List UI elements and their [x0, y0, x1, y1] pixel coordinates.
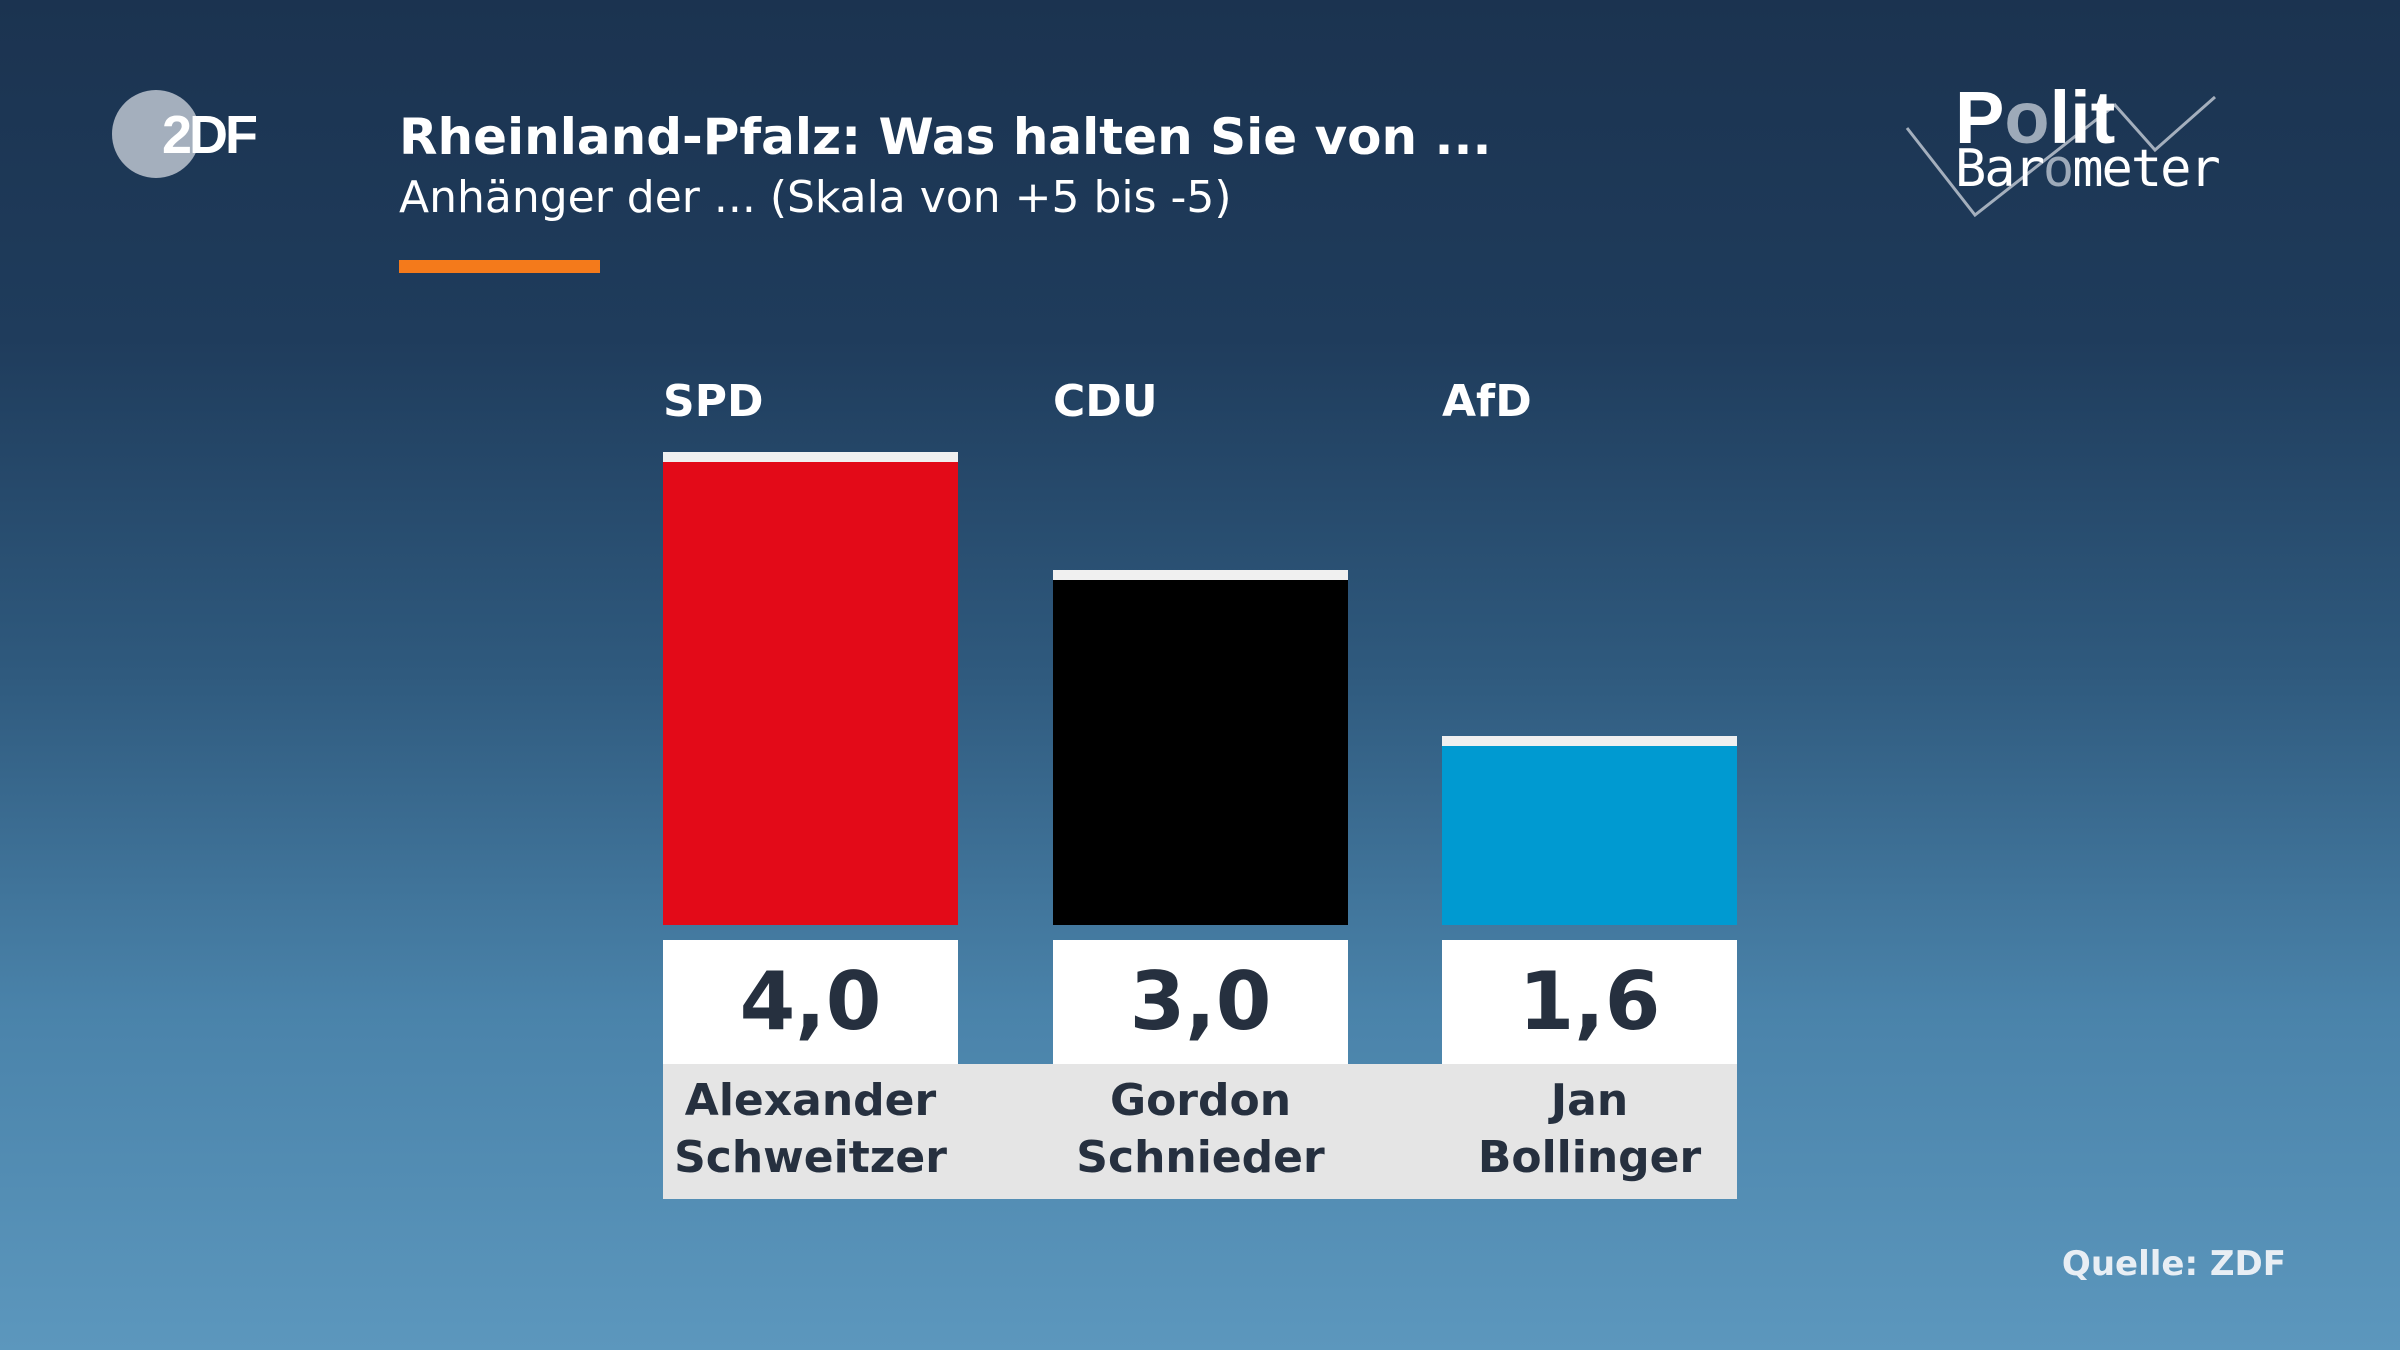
- candidate-name-line: Gordon: [1109, 1075, 1292, 1126]
- value-label: 1,6: [1442, 940, 1737, 1064]
- candidate-name-line: Schnieder: [1076, 1132, 1325, 1183]
- candidate-name: Gordon Schnieder: [1033, 1072, 1368, 1186]
- chart-title: Rheinland-Pfalz: Was halten Sie von ...: [399, 108, 1492, 166]
- value-label: 3,0: [1053, 940, 1348, 1064]
- bar-afd: [1442, 735, 1737, 925]
- source-note: Quelle: ZDF: [2061, 1244, 2286, 1284]
- zdf-logo: 2DF: [112, 90, 272, 182]
- candidate-name-line: Bollinger: [1477, 1132, 1702, 1183]
- politbarometer-logo: Polit Barometer: [1905, 75, 2235, 225]
- party-label: CDU: [1053, 376, 1158, 427]
- party-label: SPD: [663, 376, 764, 427]
- candidate-name: Jan Bollinger: [1422, 1072, 1757, 1186]
- candidate-name-line: Alexander: [684, 1075, 937, 1126]
- candidate-name-line: Schweitzer: [674, 1132, 947, 1183]
- candidate-name: Alexander Schweitzer: [643, 1072, 978, 1186]
- candidate-name-line: Jan: [1550, 1075, 1629, 1126]
- value-label: 4,0: [663, 940, 958, 1064]
- bar-spd: [663, 452, 958, 925]
- chart-subtitle: Anhänger der ... (Skala von +5 bis -5): [399, 172, 1232, 223]
- bar-cdu: [1053, 570, 1348, 925]
- party-label: AfD: [1442, 376, 1532, 427]
- accent-bar: [399, 260, 600, 273]
- candidate-band: [663, 1064, 1737, 1199]
